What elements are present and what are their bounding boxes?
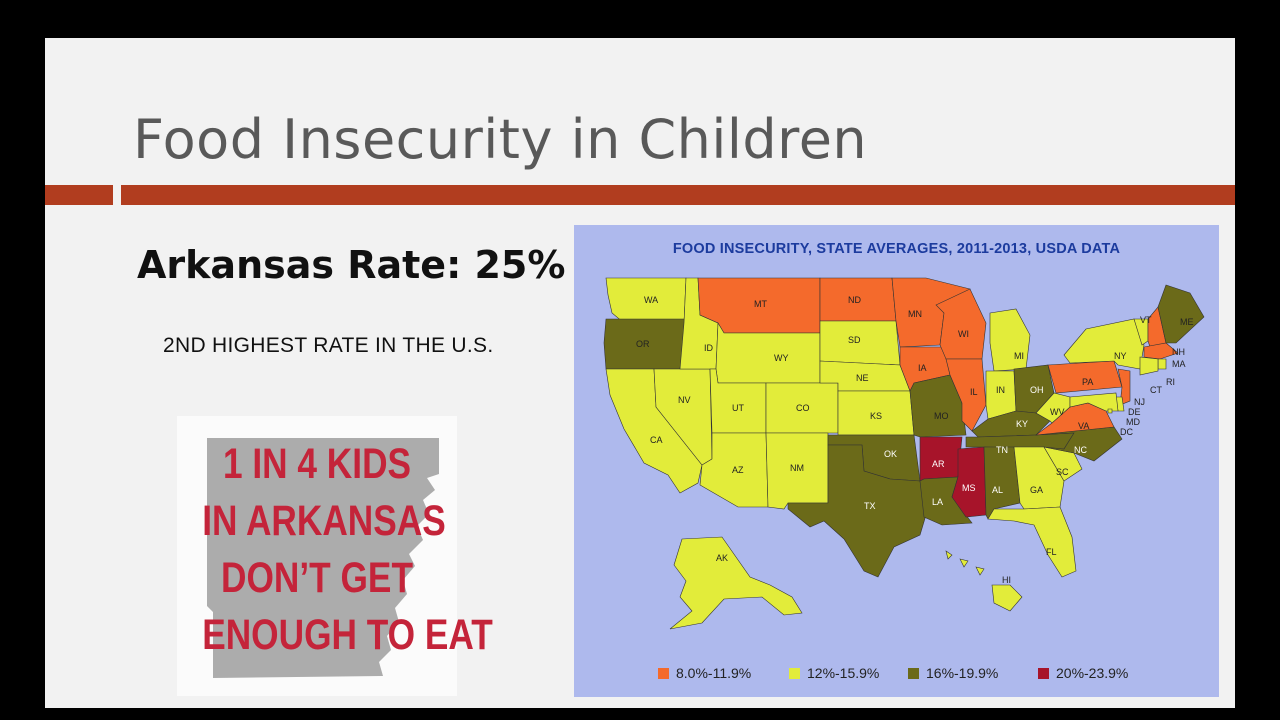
state-label: TX: [864, 501, 876, 511]
legend-item: 8.0%-11.9%: [658, 665, 751, 681]
poster-line: DON’T GET: [221, 554, 413, 602]
state-label: DC: [1120, 427, 1133, 437]
us-map: WA OR CA NV ID MT WY UT AZ CO NM ND SD N…: [603, 277, 1205, 630]
state-ME: [1157, 284, 1205, 344]
state-label: MT: [754, 299, 767, 309]
legend-swatch: [658, 667, 669, 679]
state-label: IN: [996, 385, 1005, 395]
state-label: UT: [732, 403, 744, 413]
state-label: WI: [958, 329, 969, 339]
legend-swatch: [789, 667, 800, 679]
map-legend: 8.0%-11.9% 12%-15.9% 16%-19.9% 20%-23.9%: [658, 665, 1218, 685]
state-label: DE: [1128, 407, 1141, 417]
state-label: AK: [716, 553, 728, 563]
legend-item: 16%-19.9%: [908, 665, 998, 681]
state-TX: [787, 444, 927, 578]
state-label: CO: [796, 403, 810, 413]
state-label: IA: [918, 363, 927, 373]
state-label: MS: [962, 483, 976, 493]
state-NY: [1063, 318, 1145, 370]
state-label: ID: [704, 343, 714, 353]
state-label: PA: [1082, 377, 1093, 387]
legend-label: 12%-15.9%: [807, 665, 880, 681]
state-label: MD: [1126, 417, 1140, 427]
state-DC: [1107, 408, 1113, 414]
state-AK: [669, 536, 803, 630]
state-label: MO: [934, 411, 949, 421]
state-MD: [1069, 392, 1119, 412]
state-label: KY: [1016, 419, 1028, 429]
map-title: FOOD INSECURITY, STATE AVERAGES, 2011-20…: [672, 241, 1121, 257]
state-label: NE: [856, 373, 869, 383]
state-IL: [945, 358, 987, 432]
legend-swatch: [1038, 667, 1049, 679]
state-label: WA: [644, 295, 658, 305]
poster-line: ENOUGH TO EAT: [202, 611, 493, 659]
state-label: NH: [1172, 347, 1185, 357]
state-label: MN: [908, 309, 922, 319]
state-label: VA: [1078, 421, 1089, 431]
legend-label: 20%-23.9%: [1056, 665, 1129, 681]
slide-title: Food Insecurity in Children: [133, 108, 868, 171]
legend-label: 8.0%-11.9%: [676, 665, 752, 681]
state-label: CA: [650, 435, 663, 445]
state-IN: [985, 370, 1017, 420]
state-NJ: [1117, 368, 1131, 406]
state-label: ME: [1180, 317, 1194, 327]
state-label: NJ: [1134, 397, 1145, 407]
food-insecurity-map: WA OR CA NV ID MT WY UT AZ CO NM ND SD N…: [574, 225, 1219, 697]
state-labels: WA OR CA NV ID MT WY UT AZ CO NM ND SD N…: [636, 295, 1194, 585]
state-label: GA: [1030, 485, 1043, 495]
state-label: IL: [970, 387, 978, 397]
legend-swatch: [908, 667, 919, 679]
state-label: SC: [1056, 467, 1069, 477]
state-label: NM: [790, 463, 804, 473]
state-label: OH: [1030, 385, 1044, 395]
legend-item: 12%-15.9%: [789, 665, 879, 681]
state-label: NC: [1074, 445, 1087, 455]
arkansas-poster-image: 1 IN 4 KIDS IN ARKANSAS DON’T GET ENOUGH…: [177, 416, 493, 696]
state-label: SD: [848, 335, 861, 345]
state-label: KS: [870, 411, 882, 421]
state-AL: [983, 446, 1021, 520]
arkansas-silhouette-icon: [207, 438, 439, 678]
state-HI: [945, 550, 1023, 612]
legend-label: 16%-19.9%: [926, 665, 999, 681]
arkansas-rate-heading: Arkansas Rate: 25%: [137, 243, 566, 287]
state-label: TN: [996, 445, 1008, 455]
poster-line: 1 IN 4 KIDS: [222, 440, 412, 488]
state-FL: [987, 506, 1077, 578]
state-RI: [1157, 358, 1167, 370]
state-label: AL: [992, 485, 1003, 495]
state-MI: [989, 308, 1031, 372]
title-divider-right: [121, 185, 1235, 205]
state-label: MI: [1014, 351, 1024, 361]
state-label: NY: [1114, 351, 1127, 361]
poster-text: 1 IN 4 KIDS IN ARKANSAS DON’T GET ENOUGH…: [202, 436, 493, 664]
state-label: CT: [1150, 385, 1162, 395]
title-divider-left: [45, 185, 113, 205]
state-label: AZ: [732, 465, 744, 475]
state-MA: [1143, 342, 1179, 360]
state-label: HI: [1002, 575, 1011, 585]
rate-subtext: 2ND HIGHEST RATE IN THE U.S.: [163, 334, 494, 357]
state-label: LA: [932, 497, 943, 507]
state-label: OR: [636, 339, 650, 349]
state-label: ND: [848, 295, 861, 305]
state-label: RI: [1166, 377, 1175, 387]
slide: Food Insecurity in Children Arkansas Rat…: [45, 38, 1235, 708]
state-label: AR: [932, 459, 945, 469]
state-label: WV: [1050, 407, 1065, 417]
state-NC: [1035, 426, 1123, 462]
poster-line: IN ARKANSAS: [202, 497, 446, 545]
state-label: WY: [774, 353, 789, 363]
state-label: MA: [1172, 359, 1186, 369]
state-CT: [1139, 356, 1159, 376]
state-label: VT: [1140, 315, 1152, 325]
legend-item: 20%-23.9%: [1038, 665, 1128, 681]
state-label: OK: [884, 449, 897, 459]
state-label: FL: [1046, 547, 1057, 557]
state-label: NV: [678, 395, 691, 405]
